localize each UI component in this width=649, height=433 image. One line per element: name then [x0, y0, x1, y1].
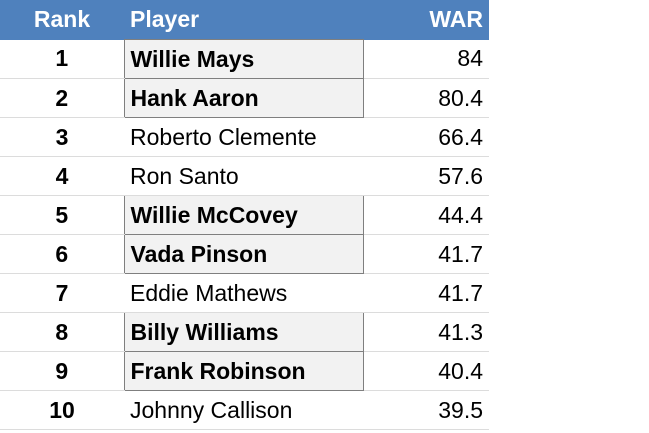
header-row: Rank Player WAR	[0, 0, 489, 40]
rank-cell[interactable]: 2	[0, 78, 124, 118]
player-cell[interactable]: Johnny Callison	[124, 390, 363, 430]
rank-cell[interactable]: 1	[0, 39, 124, 79]
rank-cell[interactable]: 8	[0, 312, 124, 352]
war-cell[interactable]: 40.4	[363, 351, 489, 391]
rank-cell[interactable]: 7	[0, 273, 124, 313]
war-cell[interactable]: 41.7	[363, 273, 489, 313]
player-cell[interactable]: Roberto Clemente	[124, 117, 363, 157]
war-cell[interactable]: 80.4	[363, 78, 489, 118]
rank-cell[interactable]: 5	[0, 195, 124, 235]
rank-cell[interactable]: 4	[0, 156, 124, 196]
war-cell[interactable]: 41.7	[363, 234, 489, 274]
war-cell[interactable]: 66.4	[363, 117, 489, 157]
war-leaders-table: Rank Player WAR 1 Willie Mays 84 2 Hank …	[0, 0, 489, 430]
header-player[interactable]: Player	[124, 0, 363, 40]
table-row: 5 Willie McCovey 44.4	[0, 195, 489, 235]
header-war[interactable]: WAR	[363, 0, 489, 40]
table-row: 3 Roberto Clemente 66.4	[0, 117, 489, 157]
rank-cell[interactable]: 10	[0, 390, 124, 430]
rank-cell[interactable]: 6	[0, 234, 124, 274]
header-rank[interactable]: Rank	[0, 0, 124, 40]
war-cell[interactable]: 39.5	[363, 390, 489, 430]
war-cell[interactable]: 41.3	[363, 312, 489, 352]
player-cell[interactable]: Hank Aaron	[123, 78, 364, 118]
table-row: 1 Willie Mays 84	[0, 39, 489, 79]
table-row: 10 Johnny Callison 39.5	[0, 390, 489, 430]
table-row: 7 Eddie Mathews 41.7	[0, 273, 489, 313]
player-cell[interactable]: Ron Santo	[124, 156, 363, 196]
player-cell[interactable]: Willie McCovey	[123, 195, 364, 235]
table-row: 9 Frank Robinson 40.4	[0, 351, 489, 391]
player-cell[interactable]: Willie Mays	[123, 39, 364, 79]
table-row: 8 Billy Williams 41.3	[0, 312, 489, 352]
rank-cell[interactable]: 3	[0, 117, 124, 157]
table-row: 4 Ron Santo 57.6	[0, 156, 489, 196]
table-row: 6 Vada Pinson 41.7	[0, 234, 489, 274]
table-row: 2 Hank Aaron 80.4	[0, 78, 489, 118]
war-cell[interactable]: 44.4	[363, 195, 489, 235]
war-cell[interactable]: 84	[363, 39, 489, 79]
player-cell[interactable]: Eddie Mathews	[124, 273, 363, 313]
rank-cell[interactable]: 9	[0, 351, 124, 391]
player-cell[interactable]: Vada Pinson	[123, 234, 364, 274]
player-cell[interactable]: Frank Robinson	[123, 351, 364, 391]
war-cell[interactable]: 57.6	[363, 156, 489, 196]
player-cell[interactable]: Billy Williams	[123, 312, 364, 352]
